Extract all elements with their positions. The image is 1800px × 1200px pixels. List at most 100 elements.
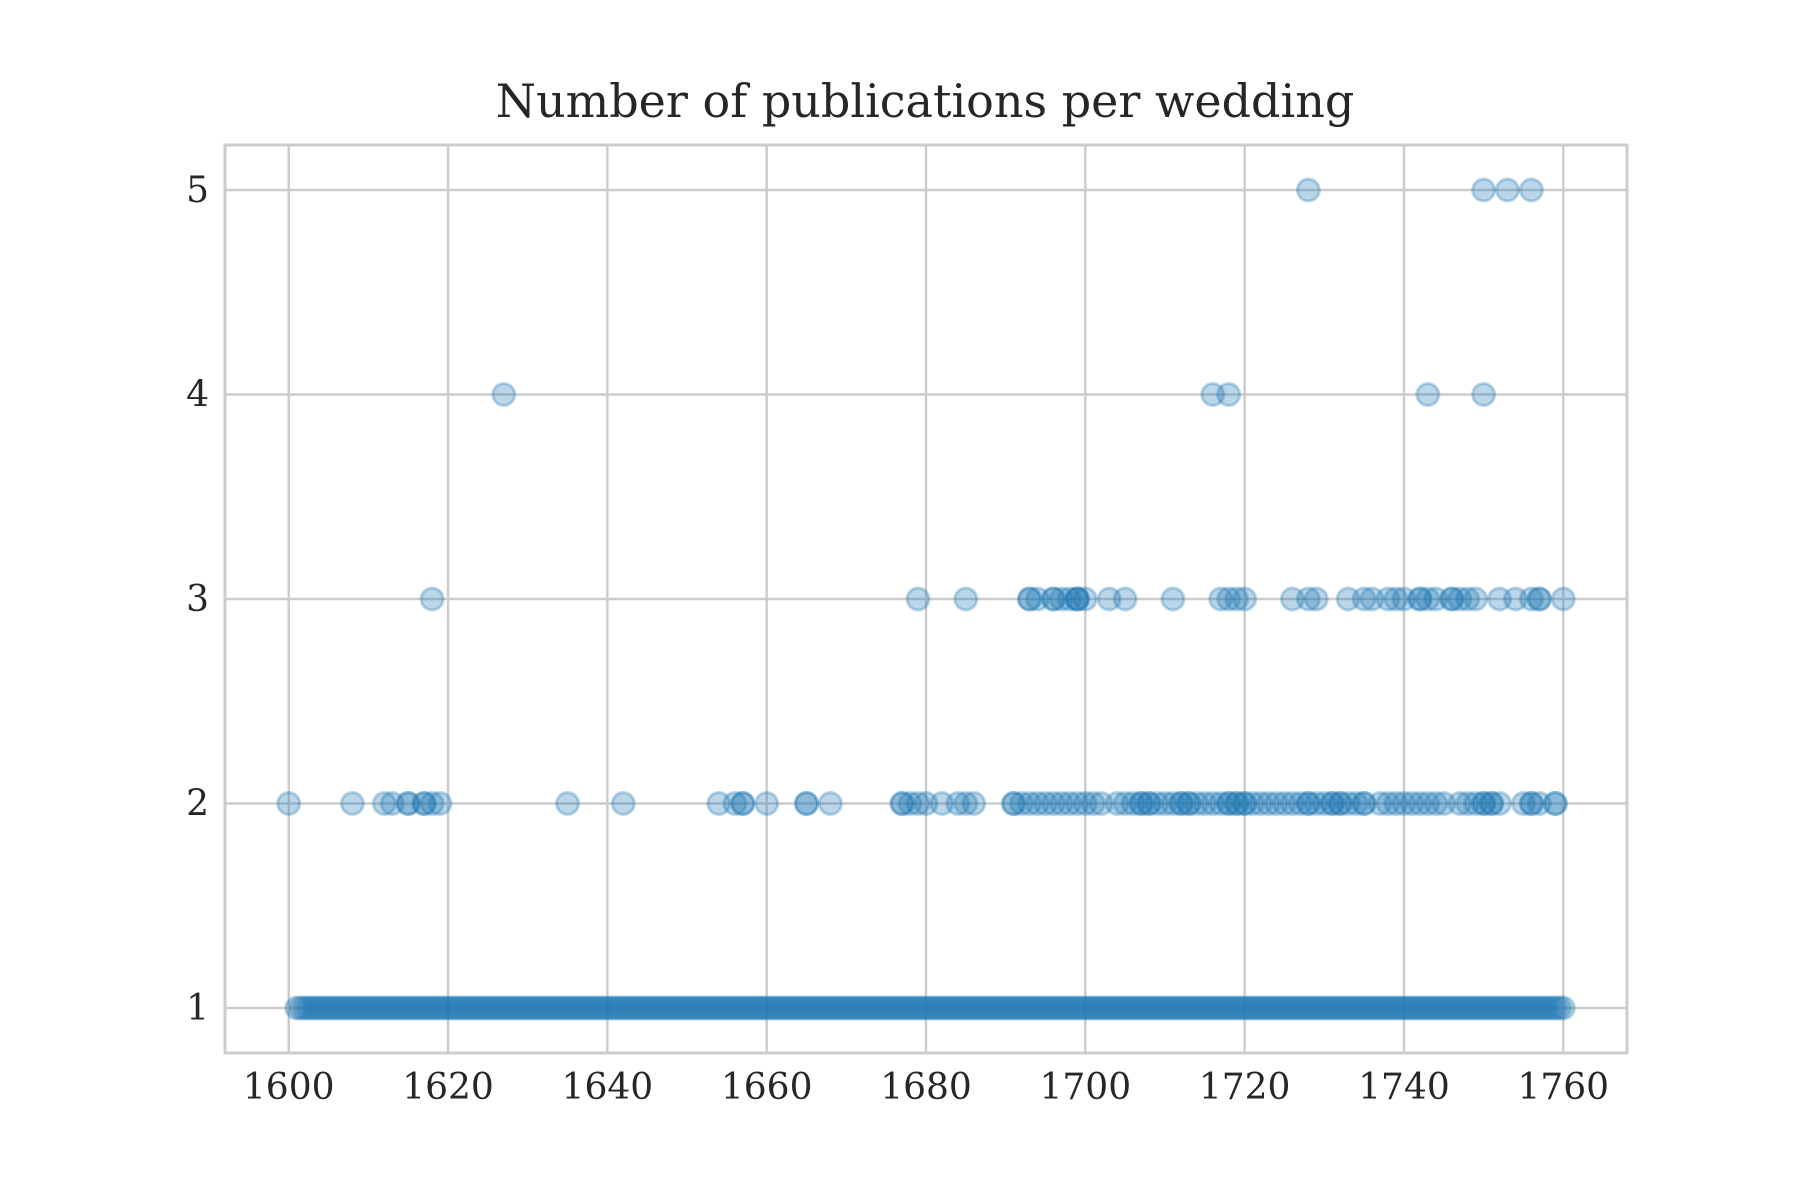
data-point [1036,995,1062,1021]
data-point [1359,995,1385,1021]
data-point [734,995,760,1021]
data-point [1479,995,1505,1021]
data-point [1546,995,1572,1021]
data-point [523,995,549,1021]
data-point [383,995,409,1021]
data-point [1128,995,1154,1021]
data-point [1407,791,1433,817]
data-point [1415,995,1441,1021]
data-point [913,791,939,817]
data-point [817,995,843,1021]
data-point [1399,995,1425,1021]
y-tick-label: 5 [186,170,209,211]
data-point [411,791,437,817]
data-point [1447,995,1473,1021]
data-point [1136,791,1162,817]
data-point [507,995,533,1021]
data-point [1216,791,1242,817]
data-point [371,995,397,1021]
data-point [1319,791,1345,817]
data-point [411,995,437,1021]
data-point [423,995,449,1021]
data-point [742,995,768,1021]
data-point [1479,791,1505,817]
data-point [559,995,585,1021]
data-point [961,791,987,817]
data-point [1542,791,1568,817]
data-point [622,995,648,1021]
data-point [1327,791,1353,817]
data-point [1335,586,1361,612]
data-point [1335,995,1361,1021]
data-point [320,995,346,1021]
data-point [873,995,899,1021]
data-point [308,995,334,1021]
data-point [1295,177,1321,203]
data-point [809,995,835,1021]
data-point [786,995,812,1021]
data-point [1128,791,1154,817]
data-point [1351,791,1377,817]
data-point [312,995,338,1021]
data-point [686,995,712,1021]
data-point [905,995,931,1021]
data-point [1471,177,1497,203]
data-point [1220,995,1246,1021]
data-point [1395,995,1421,1021]
data-point [503,995,529,1021]
data-point [1112,586,1138,612]
data-point [754,995,780,1021]
data-point [1423,586,1449,612]
data-point [427,791,453,817]
data-point [650,995,676,1021]
data-point [328,995,354,1021]
data-point [1518,791,1544,817]
data-point [1240,791,1266,817]
data-point [367,995,393,1021]
data-point [1295,791,1321,817]
data-point [343,995,369,1021]
data-point [1518,177,1544,203]
data-point [451,995,477,1021]
data-point [706,791,732,817]
data-point [1032,791,1058,817]
data-point [1367,995,1393,1021]
data-point [1379,995,1405,1021]
data-point [1475,995,1501,1021]
data-point [794,995,820,1021]
data-point [710,995,736,1021]
data-point [889,995,915,1021]
data-point [1096,995,1122,1021]
data-point [491,381,517,407]
data-point [447,995,473,1021]
data-point [1160,791,1186,817]
data-point [1040,586,1066,612]
data-point [407,995,433,1021]
data-point [1518,791,1544,817]
data-point [1291,995,1317,1021]
data-point [1415,381,1441,407]
data-point [1375,995,1401,1021]
data-point [1025,791,1051,817]
data-point [730,995,756,1021]
data-point [578,995,604,1021]
data-point [479,995,505,1021]
data-point [937,995,963,1021]
data-point [618,995,644,1021]
data-point [682,995,708,1021]
data-point [1287,995,1313,1021]
data-point [1104,791,1130,817]
data-point [1260,995,1286,1021]
data-point [379,791,405,817]
data-point [415,995,441,1021]
data-point [1542,995,1568,1021]
data-point [833,995,859,1021]
data-point [626,995,652,1021]
data-point [957,995,983,1021]
data-point [1359,586,1385,612]
data-point [821,995,847,1021]
data-point [1017,586,1043,612]
data-point [953,791,979,817]
data-point [1232,586,1258,612]
data-point [395,791,421,817]
